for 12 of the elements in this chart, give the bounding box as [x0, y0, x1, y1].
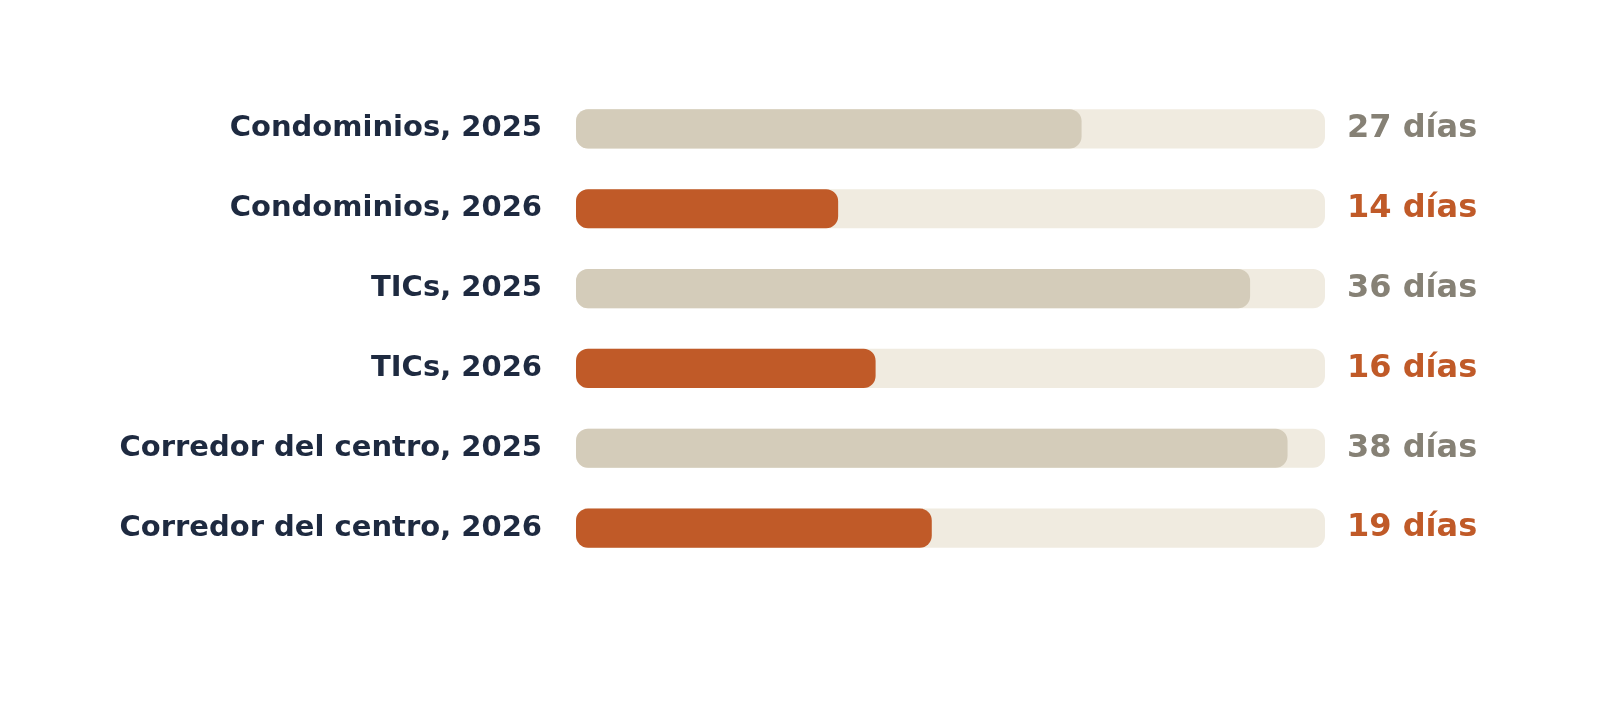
- data-label: 19 días: [1347, 506, 1478, 545]
- y-tick-label: Condominios, 2025: [229, 109, 542, 144]
- y-tick-label: TICs, 2026: [371, 348, 542, 383]
- data-label: 16 días: [1347, 346, 1478, 385]
- data-label: 27 días: [1347, 107, 1478, 146]
- y-tick-label: Corredor del centro, 2026: [119, 508, 542, 543]
- data-label: 14 días: [1347, 187, 1478, 226]
- y-tick-label: TICs, 2025: [371, 269, 542, 304]
- y-tick-label: Corredor del centro, 2025: [119, 428, 542, 463]
- data-label: 38 días: [1347, 426, 1478, 465]
- y-tick-label: Condominios, 2026: [229, 189, 542, 224]
- data-label: 36 días: [1347, 266, 1478, 305]
